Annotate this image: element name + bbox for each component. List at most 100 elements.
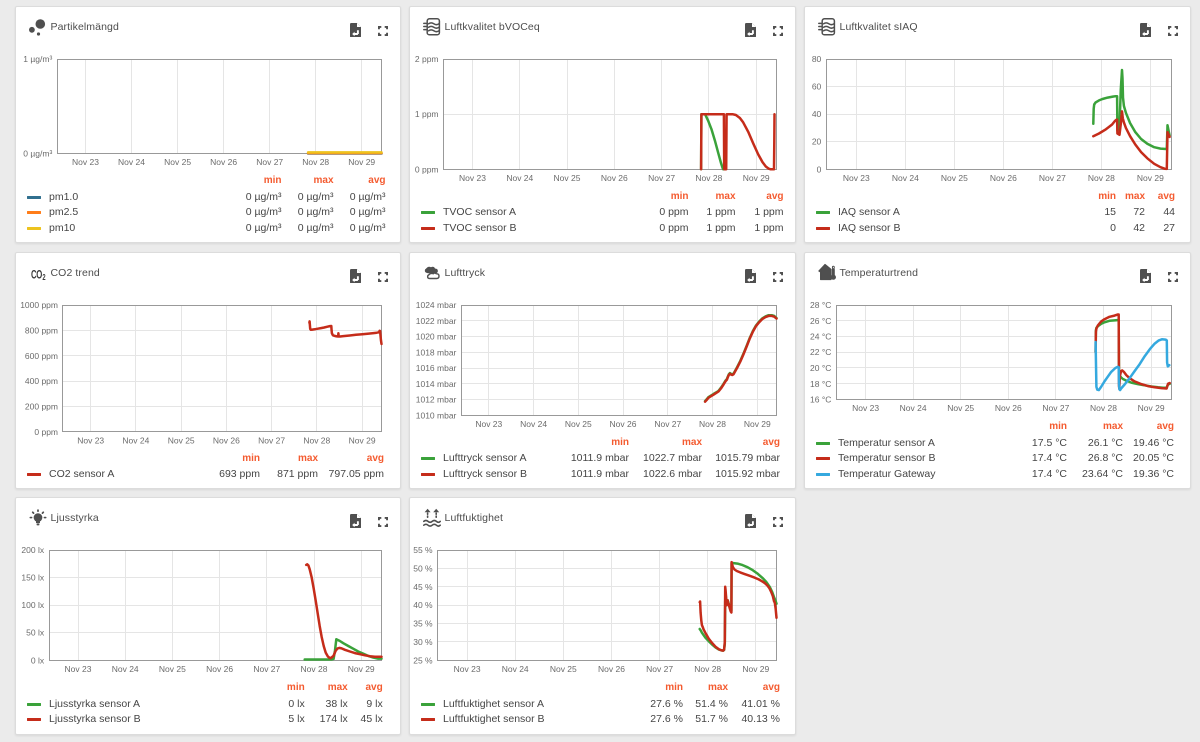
svg-text:Nov 28: Nov 28: [699, 419, 726, 429]
svg-text:Nov 26: Nov 26: [213, 436, 240, 446]
svg-text:80: 80: [812, 54, 822, 64]
svg-text:Nov 27: Nov 27: [654, 419, 681, 429]
svg-text:16 °C: 16 °C: [810, 395, 831, 405]
svg-text:Nov 26: Nov 26: [210, 157, 237, 167]
svg-text:Nov 29: Nov 29: [1138, 403, 1165, 413]
svg-text:0 ppm: 0 ppm: [34, 427, 58, 437]
svg-text:1024 mbar: 1024 mbar: [416, 300, 457, 310]
svg-text:Nov 28: Nov 28: [695, 173, 722, 183]
svg-text:20 °C: 20 °C: [810, 363, 831, 373]
svg-text:Nov 29: Nov 29: [742, 664, 769, 674]
svg-text:1016 mbar: 1016 mbar: [416, 363, 457, 373]
svg-text:1020 mbar: 1020 mbar: [416, 332, 457, 342]
svg-text:Nov 28: Nov 28: [303, 436, 330, 446]
svg-text:Nov 24: Nov 24: [118, 157, 145, 167]
svg-text:Nov 24: Nov 24: [122, 436, 149, 446]
svg-text:0 lx: 0 lx: [31, 656, 45, 666]
svg-text:28 °C: 28 °C: [810, 300, 831, 310]
svg-text:Nov 25: Nov 25: [159, 664, 186, 674]
svg-text:50 lx: 50 lx: [26, 628, 45, 638]
svg-text:35 %: 35 %: [413, 619, 433, 629]
svg-text:1022 mbar: 1022 mbar: [416, 316, 457, 326]
svg-text:Nov 29: Nov 29: [744, 419, 771, 429]
svg-text:Nov 27: Nov 27: [256, 157, 283, 167]
svg-text:Nov 26: Nov 26: [610, 419, 637, 429]
svg-text:Nov 26: Nov 26: [990, 173, 1017, 183]
svg-text:Nov 25: Nov 25: [941, 173, 968, 183]
svg-text:150 lx: 150 lx: [21, 573, 44, 583]
svg-text:Nov 27: Nov 27: [648, 173, 675, 183]
svg-text:Nov 29: Nov 29: [1137, 173, 1164, 183]
svg-text:800 ppm: 800 ppm: [25, 325, 58, 335]
svg-text:Nov 28: Nov 28: [301, 664, 328, 674]
svg-text:Nov 28: Nov 28: [694, 664, 721, 674]
svg-text:Nov 28: Nov 28: [1088, 173, 1115, 183]
svg-text:Nov 26: Nov 26: [206, 664, 233, 674]
svg-text:Nov 23: Nov 23: [65, 664, 92, 674]
svg-text:50 %: 50 %: [413, 564, 433, 574]
svg-text:0 µg/m³: 0 µg/m³: [23, 149, 52, 159]
svg-text:Nov 25: Nov 25: [168, 436, 195, 446]
svg-text:Nov 27: Nov 27: [258, 436, 285, 446]
svg-text:Nov 28: Nov 28: [1090, 403, 1117, 413]
svg-text:Nov 26: Nov 26: [995, 403, 1022, 413]
svg-text:Nov 25: Nov 25: [164, 157, 191, 167]
svg-text:45 %: 45 %: [413, 582, 433, 592]
svg-text:40 %: 40 %: [413, 600, 433, 610]
svg-text:26 °C: 26 °C: [810, 316, 831, 326]
svg-text:40: 40: [812, 109, 822, 119]
svg-text:Nov 25: Nov 25: [554, 173, 581, 183]
svg-text:24 °C: 24 °C: [810, 332, 831, 342]
svg-text:Nov 29: Nov 29: [348, 664, 375, 674]
svg-text:Nov 29: Nov 29: [743, 173, 770, 183]
svg-text:Nov 29: Nov 29: [348, 157, 375, 167]
svg-text:Nov 24: Nov 24: [520, 419, 547, 429]
svg-text:Nov 29: Nov 29: [349, 436, 376, 446]
svg-text:1 µg/m³: 1 µg/m³: [23, 54, 52, 64]
svg-text:Nov 25: Nov 25: [565, 419, 592, 429]
svg-text:Nov 23: Nov 23: [459, 173, 486, 183]
svg-text:18 °C: 18 °C: [810, 379, 831, 389]
svg-text:Nov 26: Nov 26: [601, 173, 628, 183]
svg-text:Nov 23: Nov 23: [843, 173, 870, 183]
svg-text:Nov 23: Nov 23: [852, 403, 879, 413]
svg-text:1012 mbar: 1012 mbar: [416, 395, 457, 405]
svg-text:0: 0: [817, 164, 822, 174]
svg-text:2: 2: [42, 274, 45, 282]
svg-text:Nov 24: Nov 24: [506, 173, 533, 183]
svg-text:Nov 23: Nov 23: [454, 664, 481, 674]
svg-text:22 °C: 22 °C: [810, 347, 831, 357]
svg-text:200 lx: 200 lx: [21, 545, 44, 555]
svg-text:Nov 24: Nov 24: [892, 173, 919, 183]
svg-text:Nov 25: Nov 25: [550, 664, 577, 674]
svg-text:Nov 27: Nov 27: [1042, 403, 1069, 413]
svg-text:CO: CO: [31, 269, 42, 282]
svg-text:Nov 23: Nov 23: [475, 419, 502, 429]
svg-text:1010 mbar: 1010 mbar: [416, 410, 457, 420]
svg-text:Nov 24: Nov 24: [502, 664, 529, 674]
svg-text:Nov 27: Nov 27: [646, 664, 673, 674]
svg-text:60: 60: [812, 82, 822, 92]
svg-text:Nov 23: Nov 23: [72, 157, 99, 167]
svg-text:1014 mbar: 1014 mbar: [416, 379, 457, 389]
svg-text:Nov 25: Nov 25: [947, 403, 974, 413]
svg-text:100 lx: 100 lx: [21, 600, 44, 610]
svg-text:2 ppm: 2 ppm: [415, 54, 439, 64]
svg-text:1 ppm: 1 ppm: [415, 109, 439, 119]
svg-text:25 %: 25 %: [413, 656, 433, 666]
svg-text:Nov 23: Nov 23: [77, 436, 104, 446]
svg-text:Nov 24: Nov 24: [900, 403, 927, 413]
svg-text:20: 20: [812, 137, 822, 147]
svg-text:600 ppm: 600 ppm: [25, 351, 58, 361]
svg-text:Nov 27: Nov 27: [1039, 173, 1066, 183]
svg-text:0 ppm: 0 ppm: [415, 164, 439, 174]
svg-text:30 %: 30 %: [413, 637, 433, 647]
svg-text:Nov 24: Nov 24: [112, 664, 139, 674]
svg-text:55 %: 55 %: [413, 545, 433, 555]
svg-text:200 ppm: 200 ppm: [25, 402, 58, 412]
svg-text:1018 mbar: 1018 mbar: [416, 347, 457, 357]
svg-text:Nov 28: Nov 28: [302, 157, 329, 167]
svg-text:1000 ppm: 1000 ppm: [20, 300, 58, 310]
svg-text:Nov 27: Nov 27: [253, 664, 280, 674]
svg-text:400 ppm: 400 ppm: [25, 376, 58, 386]
